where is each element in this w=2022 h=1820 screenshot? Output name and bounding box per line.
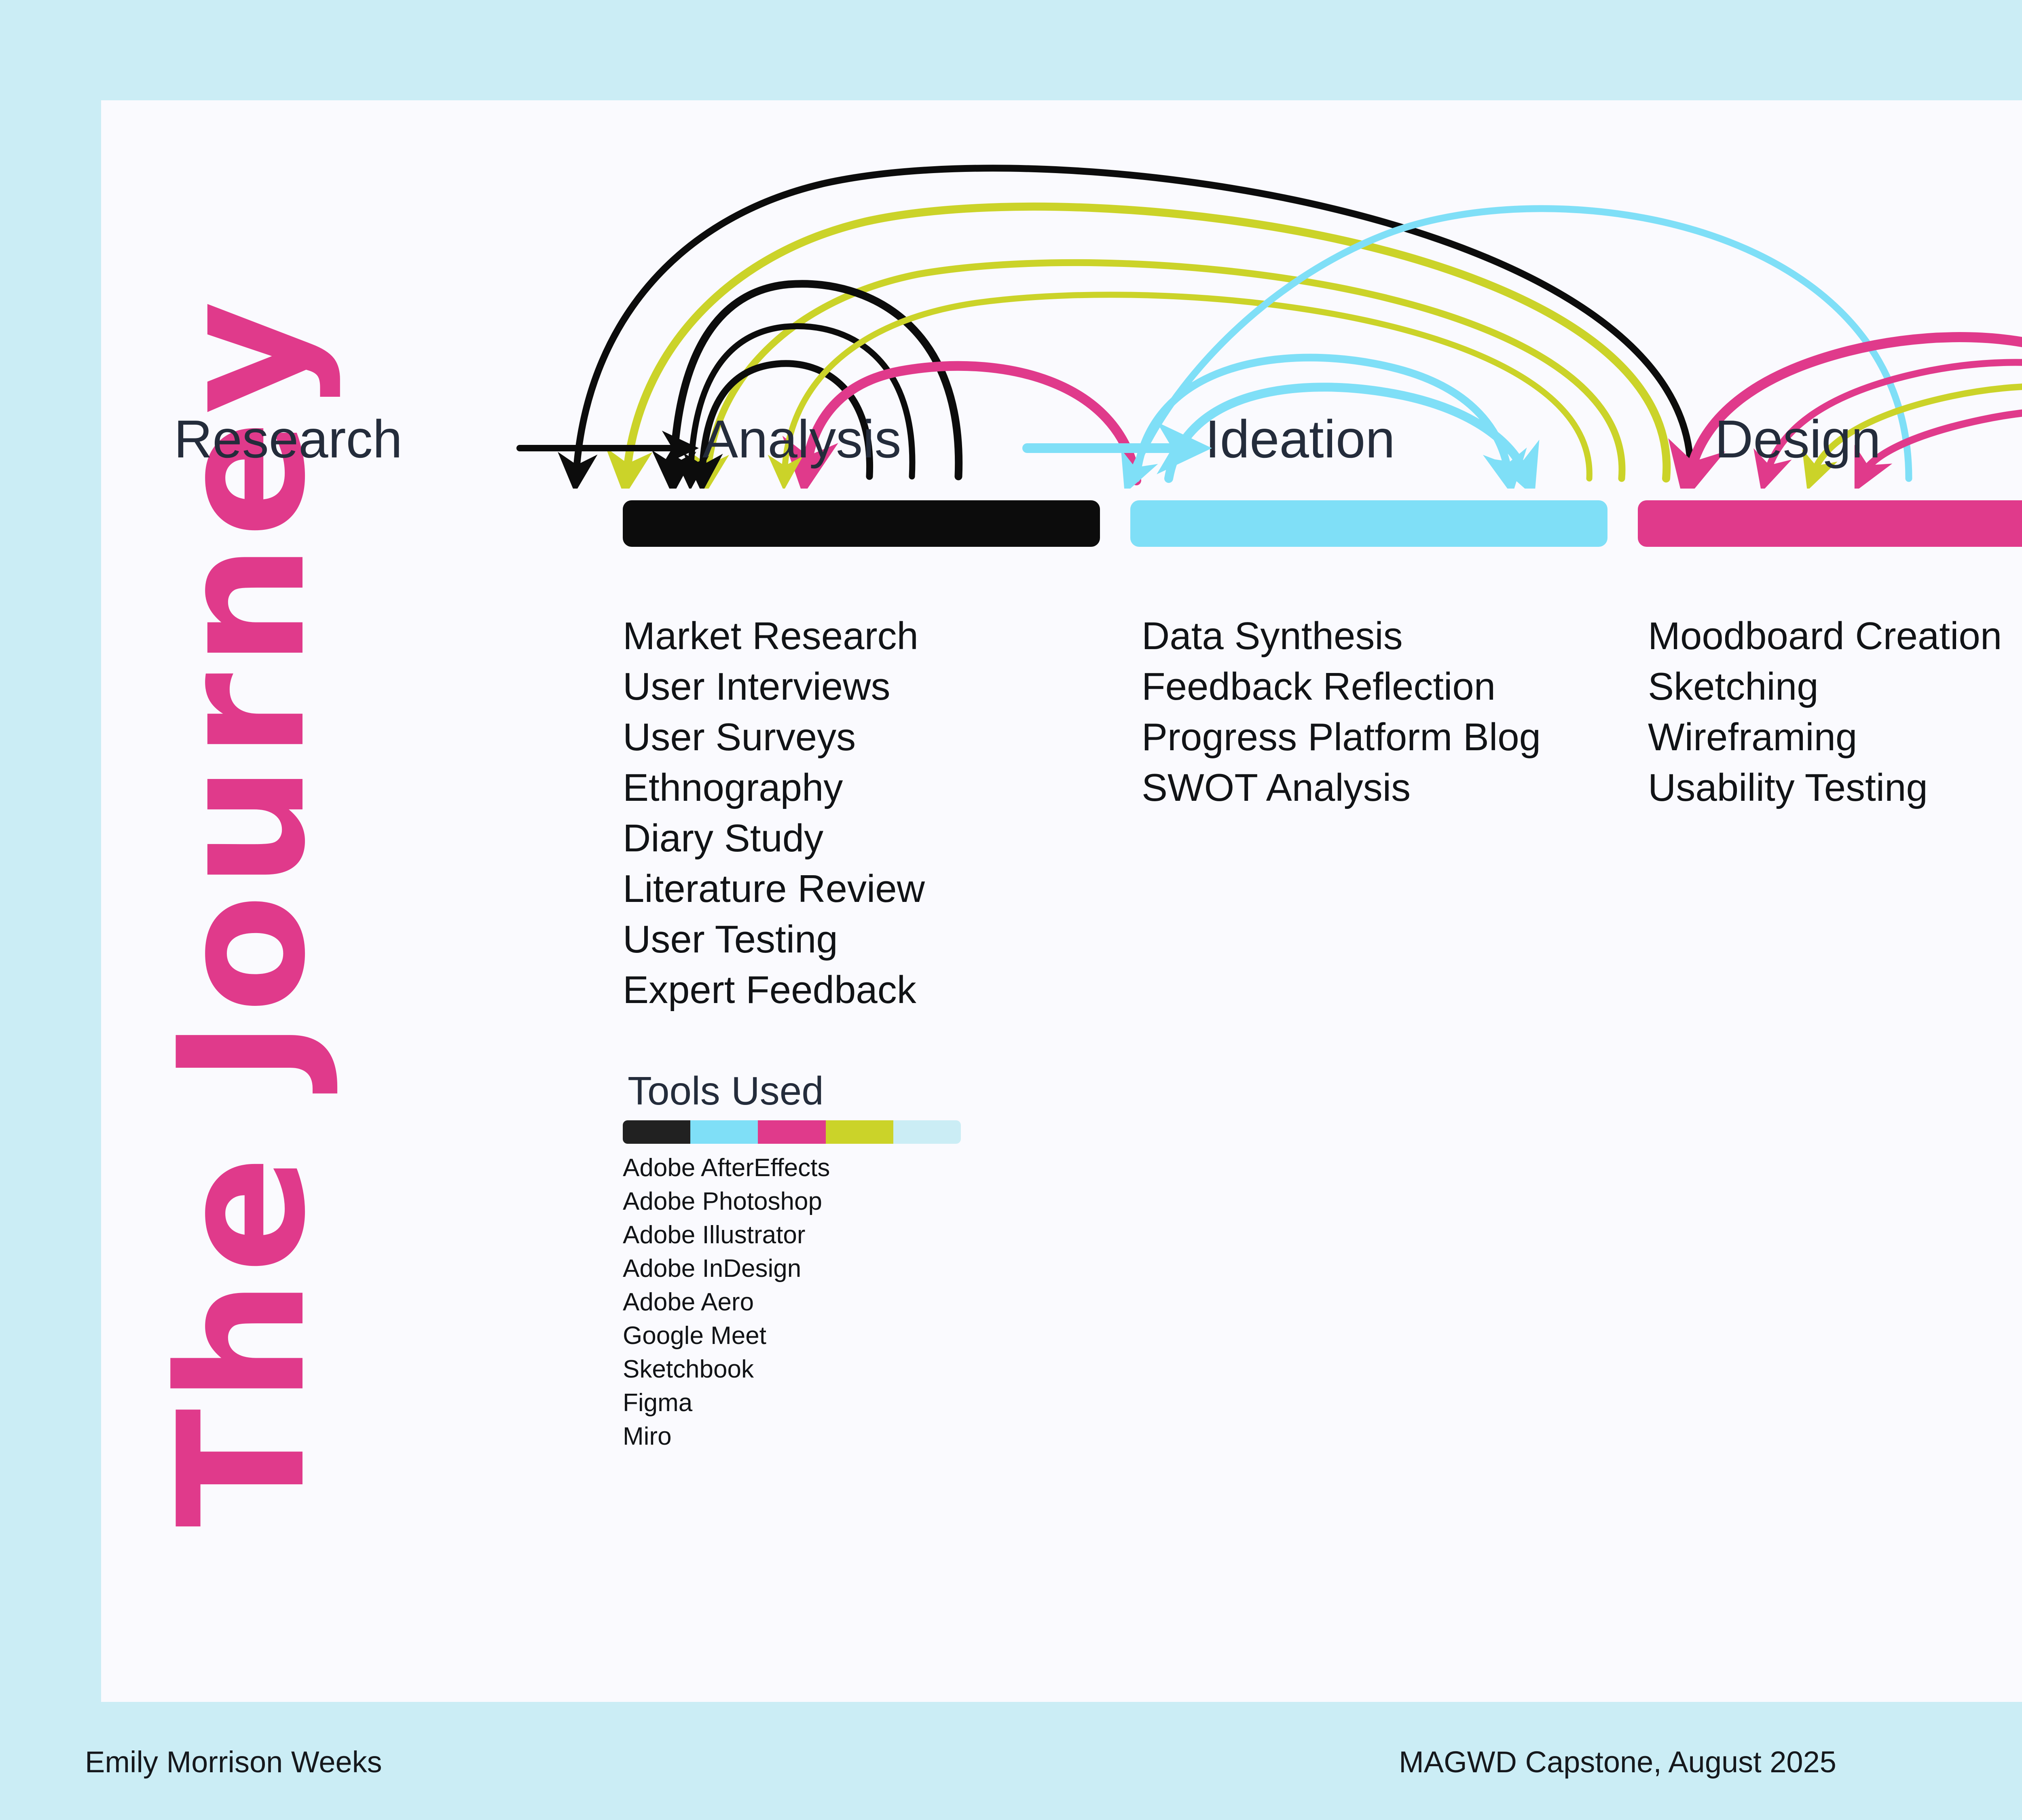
forward-arrow-group (516, 422, 1212, 474)
deliverable-item: Expert Feedback (623, 968, 916, 1012)
deliverable-columns: Market Research User Interviews User Surve… (623, 611, 2022, 1177)
footer-context: MAGWD Capstone, August 2025 (1399, 1745, 1836, 1779)
deliverable-item: Progress Platform Blog (1142, 715, 1541, 759)
stage-label-research[interactable]: Research (174, 409, 402, 469)
column-research: Market Research User Interviews User Surve… (623, 611, 925, 1015)
column-analysis: Data Synthesis Feedback Reflection Progres… (1142, 611, 1541, 813)
tools-used-section: Tools Used Adobe AfterEffects Adobe Photo… (623, 1068, 1189, 1453)
deliverable-item: User Surveys (623, 715, 856, 759)
stage-label-ideation[interactable]: Ideation (1205, 409, 1395, 469)
deliverable-item: User Interviews (623, 665, 890, 708)
footer-author: Emily Morrison Weeks (85, 1745, 382, 1779)
tool-item: Figma (623, 1388, 693, 1417)
tools-swatch (623, 1120, 691, 1144)
slide-card (101, 100, 2022, 1702)
tools-used-heading: Tools Used (628, 1069, 824, 1113)
slide-footer: Emily Morrison Weeks MAGWD Capstone, Aug… (0, 1747, 2022, 1792)
stage-color-bar-analysis (1130, 500, 1607, 547)
stage-label-row: Research Analysis Ideation Design (101, 413, 2022, 481)
column-ideation: Moodboard Creation Sketching Wireframing Us… (1648, 611, 2002, 813)
deliverable-item: Moodboard Creation (1648, 614, 2002, 658)
deliverable-item: Diary Study (623, 817, 824, 860)
tools-swatch (893, 1120, 961, 1144)
tool-item: Adobe AfterEffects (623, 1153, 830, 1182)
stage-label-design[interactable]: Design (1715, 409, 1881, 469)
deliverable-item: Sketching (1648, 665, 1819, 708)
tools-swatch-strip (623, 1120, 961, 1144)
process-loop-arrows (558, 165, 2022, 489)
tools-swatch (690, 1120, 758, 1144)
deliverable-item: Ethnography (623, 766, 843, 809)
deliverable-item: Data Synthesis (1142, 614, 1403, 658)
deliverable-item: SWOT Analysis (1142, 766, 1411, 809)
tool-item: Adobe Aero (623, 1288, 754, 1316)
tool-item: Adobe Illustrator (623, 1221, 806, 1249)
deliverable-item: Wireframing (1648, 715, 1857, 759)
deliverable-item: Literature Review (623, 867, 925, 910)
tools-list: Adobe AfterEffects Adobe Photoshop Adobe I… (623, 1151, 1189, 1453)
arc-group (558, 165, 2022, 489)
tools-swatch (758, 1120, 826, 1144)
tool-item: Adobe Photoshop (623, 1187, 822, 1215)
tools-swatch (825, 1120, 893, 1144)
stage-color-bar-ideation (1638, 500, 2022, 547)
stage-color-bar-row (623, 500, 2022, 547)
stage-color-bar-research (623, 500, 1100, 547)
deliverable-item: Market Research (623, 614, 918, 658)
tool-item: Sketchbook (623, 1355, 754, 1383)
deliverable-item: Usability Testing (1648, 766, 1928, 809)
stage-label-analysis[interactable]: Analysis (702, 409, 901, 469)
tool-item: Miro (623, 1422, 672, 1450)
tool-item: Google Meet (623, 1321, 766, 1350)
deliverable-item: User Testing (623, 918, 838, 961)
tool-item: Adobe InDesign (623, 1254, 802, 1282)
deliverable-item: Feedback Reflection (1142, 665, 1496, 708)
